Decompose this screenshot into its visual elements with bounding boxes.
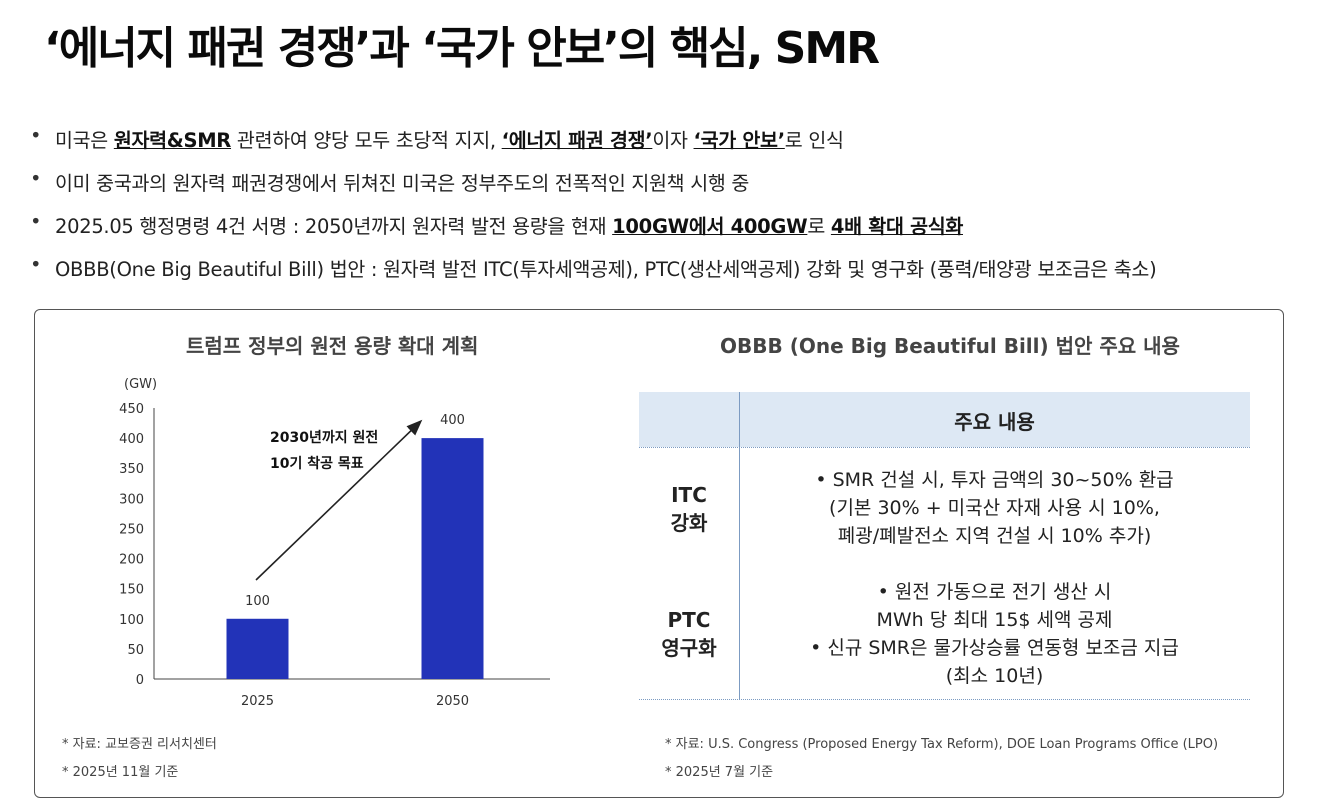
row-head-line: 강화 [670, 511, 708, 535]
obbb-table: 주요 내용 ITC 강화 • SMR 건설 시, 투자 금액의 30~50% 환… [639, 392, 1250, 700]
row-body-line: • 원전 가동으로 전기 생산 시 [877, 581, 1112, 603]
chart-axes [153, 408, 550, 680]
y-tick-label: 100 [119, 613, 144, 628]
bullet-emphasis: ‘국가 안보’ [693, 129, 786, 152]
bullet-text: OBBB(One Big Beautiful Bill) 법안 : 원자력 발전… [55, 258, 1157, 281]
annotation-line2: 10기 착공 목표 [270, 455, 364, 472]
y-tick-label: 150 [119, 583, 144, 598]
table-header-label: 주요 내용 [954, 410, 1035, 434]
bullet-text: 이미 중국과의 원자력 패권경쟁에서 뒤쳐진 미국은 정부주도의 전폭적인 지원… [55, 172, 750, 195]
x-tick-label: 2050 [436, 694, 469, 709]
bullet-emphasis: 4배 확대 공식화 [830, 215, 963, 238]
bullet-text: 로 인식 [784, 129, 844, 152]
bullet-item: 2025.05 행정명령 4건 서명 : 2050년까지 원자력 발전 용량을 … [30, 210, 1310, 253]
bar-value-label: 100 [245, 594, 270, 609]
table-line [639, 447, 1250, 448]
table-divider [739, 392, 740, 700]
y-axis-label: (GW) [124, 377, 157, 392]
growth-arrow [255, 419, 423, 581]
row-head-line: 영구화 [661, 636, 717, 660]
y-tick-label: 450 [119, 402, 144, 417]
bullet-emphasis: 100GW에서 400GW [612, 215, 808, 238]
bullet-text: 로 [807, 215, 831, 238]
right-date: * 2025년 7월 기준 [665, 765, 774, 780]
right-source: * 자료: U.S. Congress (Proposed Energy Tax… [665, 737, 1219, 752]
page-title: ‘에너지 패권 경쟁’과 ‘국가 안보’의 핵심, SMR [44, 23, 880, 74]
table-header [639, 392, 1250, 447]
row-body-line: 폐광/폐발전소 지역 건설 시 10% 추가) [837, 525, 1152, 547]
bullet-text: 이자 [652, 129, 694, 152]
bullet-emphasis: ‘에너지 패권 경쟁’ [501, 129, 653, 152]
row-body-line: • SMR 건설 시, 투자 금액의 30~50% 환급 [815, 469, 1174, 491]
bullet-item: 미국은 원자력&SMR 관련하여 양당 모두 초당적 지지, ‘에너지 패권 경… [30, 124, 1310, 167]
bar-value-label: 400 [440, 413, 465, 428]
left-source: * 자료: 교보증권 리서치센터 [62, 737, 217, 752]
chart-title: 트럼프 정부의 원전 용량 확대 계획 [186, 334, 479, 358]
table-line [639, 699, 1250, 700]
bullet-item: 이미 중국과의 원자력 패권경쟁에서 뒤쳐진 미국은 정부주도의 전폭적인 지원… [30, 167, 1310, 210]
row-head-line: ITC [671, 483, 707, 507]
row-body-line: • 신규 SMR은 물가상승률 연동형 보조금 지급 [810, 637, 1179, 659]
bullet-emphasis: 원자력&SMR [113, 129, 232, 152]
x-axis-ticks: 2025 2050 [241, 694, 469, 709]
table-title: OBBB (One Big Beautiful Bill) 법안 주요 내용 [720, 334, 1180, 358]
bullet-text: 2025.05 행정명령 4건 서명 : 2050년까지 원자력 발전 용량을 … [55, 215, 613, 238]
y-tick-label: 200 [119, 553, 144, 568]
y-tick-label: 400 [119, 432, 144, 447]
y-tick-label: 350 [119, 462, 144, 477]
row-body-line: (최소 10년) [945, 665, 1044, 687]
bullet-list: 미국은 원자력&SMR 관련하여 양당 모두 초당적 지지, ‘에너지 패권 경… [30, 124, 1310, 296]
row-head-itc: ITC 강화 [639, 481, 739, 537]
row-body-line: MWh 당 최대 15$ 세액 공제 [876, 609, 1113, 631]
y-tick-label: 300 [119, 492, 144, 507]
row-body-ptc: • 원전 가동으로 전기 생산 시 MWh 당 최대 15$ 세액 공제 • 신… [739, 578, 1250, 690]
y-tick-label: 50 [127, 643, 144, 658]
y-tick-label: 0 [136, 673, 144, 688]
content-panel [34, 309, 1284, 798]
bar-series: 100 400 [226, 413, 484, 679]
bullet-text: 미국은 [55, 129, 114, 152]
bullet-text: 관련하여 양당 모두 초당적 지지, [231, 129, 502, 152]
left-date: * 2025년 11월 기준 [62, 765, 179, 780]
row-head-ptc: PTC 영구화 [639, 606, 739, 662]
row-body-line: (기본 30% + 미국산 자재 사용 시 10%, [829, 497, 1160, 519]
y-tick-label: 250 [119, 522, 144, 537]
row-head-line: PTC [667, 608, 711, 632]
y-axis-ticks: 0 50 100 150 200 250 300 350 400 450 [119, 402, 144, 688]
bar-2050 [421, 438, 484, 679]
bullet-item: OBBB(One Big Beautiful Bill) 법안 : 원자력 발전… [30, 253, 1310, 296]
x-tick-label: 2025 [241, 694, 274, 709]
bar-2025 [226, 618, 289, 679]
row-body-itc: • SMR 건설 시, 투자 금액의 30~50% 환급 (기본 30% + 미… [739, 466, 1250, 550]
annotation-line1: 2030년까지 원전 [270, 429, 378, 446]
